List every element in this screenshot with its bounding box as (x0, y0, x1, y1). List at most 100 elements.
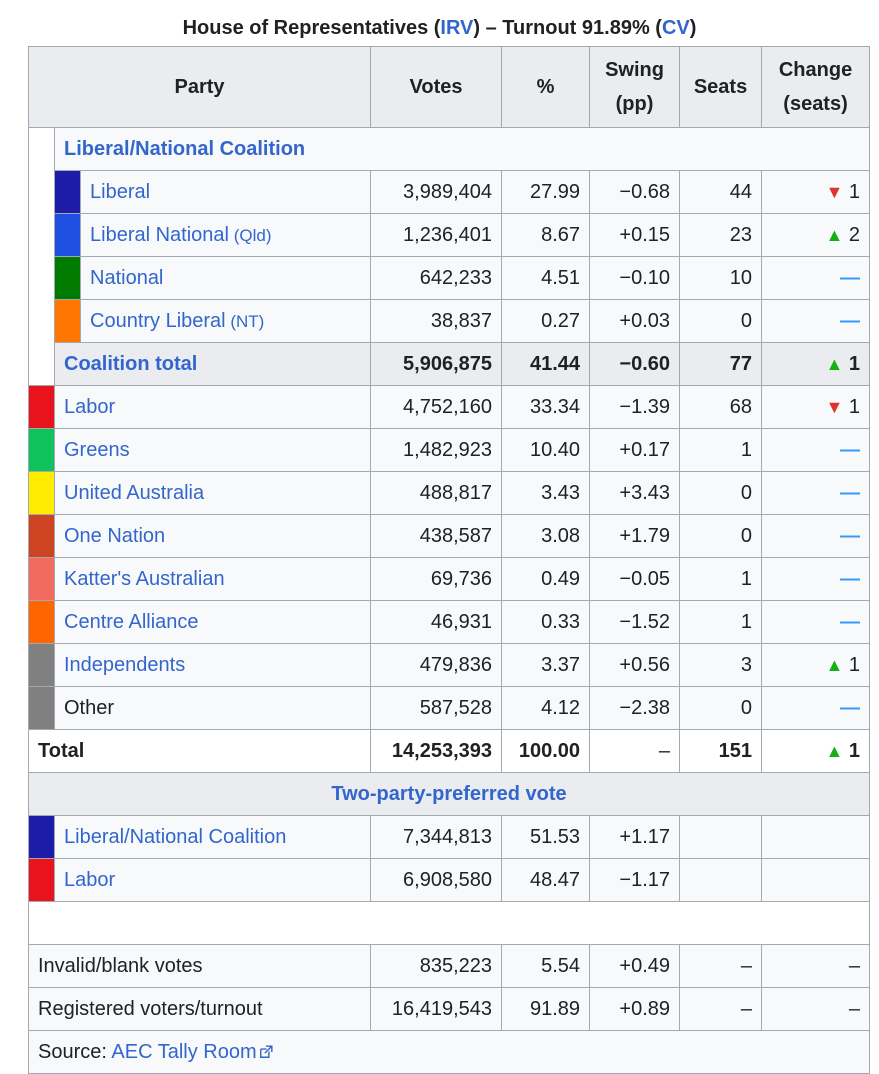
party-link[interactable]: Country Liberal (90, 309, 226, 332)
votes-cell: 1,236,401 (370, 213, 503, 257)
change-cell: — (761, 600, 871, 644)
coalition-spacer (28, 127, 55, 386)
no-change-icon: — (840, 696, 861, 719)
party-name[interactable]: Katter's Australian (53, 557, 372, 601)
pct-cell: 3.08 (501, 514, 591, 558)
seats-cell: 0 (679, 471, 763, 515)
header-seats: Seats (679, 46, 763, 128)
seats-cell: 1 (679, 428, 763, 472)
party-color-swatch (28, 600, 55, 644)
source-row: Source: AEC Tally Room (27, 1030, 871, 1074)
summary-row: Registered voters/turnout 16,419,543 91.89… (27, 987, 871, 1031)
seats-cell (679, 815, 763, 859)
votes-cell: 7,344,813 (370, 815, 503, 859)
votes-cell: 4,752,160 (370, 385, 503, 429)
votes-cell: 6,908,580 (370, 858, 503, 902)
caption-pre: House of Representatives ( (182, 17, 441, 39)
change-cell (761, 815, 871, 859)
votes-cell: 14,253,393 (370, 729, 503, 773)
no-change-icon: — (840, 266, 861, 289)
tpp-header-row: Two-party-preferred vote (27, 772, 871, 816)
change-cell: — (761, 514, 871, 558)
change-value: 2 (843, 223, 861, 246)
irv-link[interactable]: IRV (440, 17, 474, 39)
coalition-total-link[interactable]: Coalition total (53, 342, 372, 386)
votes-cell: 642,233 (370, 256, 503, 300)
swing-cell: +1.17 (589, 815, 681, 859)
grand-total-row: Total 14,253,393 100.00–151 ▲ 1 (27, 729, 871, 773)
up-arrow-icon: ▲ (825, 740, 844, 761)
party-color-swatch (54, 299, 81, 343)
party-color-swatch (54, 213, 81, 257)
party-name[interactable]: United Australia (53, 471, 372, 515)
tpp-title-link[interactable]: Two-party-preferred vote (27, 772, 871, 816)
cv-link[interactable]: CV (661, 17, 690, 39)
change-cell: ▼ 1 (761, 385, 871, 429)
no-change-icon: — (840, 481, 861, 504)
tpp-party-link[interactable]: Liberal/National Coalition (53, 815, 372, 859)
pct-cell: 3.37 (501, 643, 591, 687)
votes-cell: 835,223 (370, 944, 503, 988)
pct-cell: 100.00 (501, 729, 591, 773)
table-row: National 642,233 4.51 −0.10 10 — (29, 256, 871, 300)
party-name[interactable]: Labor (53, 385, 372, 429)
table-row: One Nation 438,587 3.08 +1.79 0 — (28, 514, 871, 558)
party-color-swatch (54, 256, 81, 300)
pct-cell: 10.40 (501, 428, 591, 472)
change-cell: — (761, 428, 871, 472)
coalition-title-link[interactable]: Liberal/National Coalition (53, 127, 871, 171)
party-name[interactable]: Centre Alliance (53, 600, 372, 644)
source-cell: Source: AEC Tally Room (27, 1030, 871, 1074)
source-link[interactable]: AEC Tally Room (111, 1040, 257, 1063)
party-name[interactable]: One Nation (53, 514, 372, 558)
party-color-swatch (28, 514, 55, 558)
votes-cell: 69,736 (370, 557, 503, 601)
party-state-suffix: (Qld) (228, 225, 272, 245)
no-change-icon: — (840, 567, 861, 590)
coalition-total-row: Coalition total 5,906,875 41.44 −0.60 77 ▲ 1 (29, 342, 871, 386)
swing-cell: −0.60 (589, 342, 681, 386)
seats-cell: 1 (679, 557, 763, 601)
party-name[interactable]: Independents (53, 643, 372, 687)
party-link[interactable]: National (90, 266, 164, 289)
tpp-row: Labor 6,908,580 48.47 −1.17 (28, 858, 871, 902)
change-value: 1 (843, 395, 861, 418)
swing-cell: −1.39 (589, 385, 681, 429)
swing-cell: −0.10 (589, 256, 681, 300)
table-row: Independents 479,836 3.37 +0.56 3 ▲ 1 (28, 643, 871, 687)
change-value: 1 (843, 653, 861, 676)
party-link[interactable]: Liberal (90, 180, 151, 203)
pct-cell: 41.44 (501, 342, 591, 386)
table-row: Katter's Australian 69,736 0.49 −0.05 1 — (28, 557, 871, 601)
change-value: 1 (843, 352, 861, 375)
total-label: Total (27, 729, 372, 773)
party-name: Other (53, 686, 372, 730)
change-cell: – (761, 987, 871, 1031)
party-color-swatch (28, 557, 55, 601)
external-link-icon (259, 1044, 273, 1058)
up-arrow-icon: ▲ (825, 353, 844, 374)
change-cell: ▼ 1 (761, 170, 871, 214)
tpp-party-link[interactable]: Labor (53, 858, 372, 902)
seats-cell: – (679, 944, 763, 988)
table-caption: House of Representatives (IRV) – Turnout… (0, 14, 879, 42)
votes-cell: 46,931 (370, 600, 503, 644)
down-arrow-icon: ▼ (825, 396, 844, 417)
table-row: Liberal 3,989,404 27.99 −0.68 44 ▼ 1 (29, 170, 871, 214)
seats-cell: 0 (679, 299, 763, 343)
seats-cell: 151 (679, 729, 763, 773)
table-row: Centre Alliance 46,931 0.33 −1.52 1 — (28, 600, 871, 644)
party-name[interactable]: Greens (53, 428, 372, 472)
down-arrow-icon: ▼ (825, 181, 844, 202)
table-row: Other 587,528 4.12 −2.38 0 — (28, 686, 871, 730)
change-cell: ▲ 1 (761, 729, 871, 773)
votes-cell: 438,587 (370, 514, 503, 558)
header-swing: Swing (pp) (589, 46, 681, 128)
party-link[interactable]: Liberal National (90, 223, 229, 246)
votes-cell: 16,419,543 (370, 987, 503, 1031)
no-change-icon: — (840, 438, 861, 461)
party-name-cell: Liberal National (Qld) (79, 213, 372, 257)
results-table: Party Votes % Swing (pp) Seats Change (s… (27, 46, 871, 1074)
header-votes: Votes (370, 46, 503, 128)
swing-cell: +0.03 (589, 299, 681, 343)
